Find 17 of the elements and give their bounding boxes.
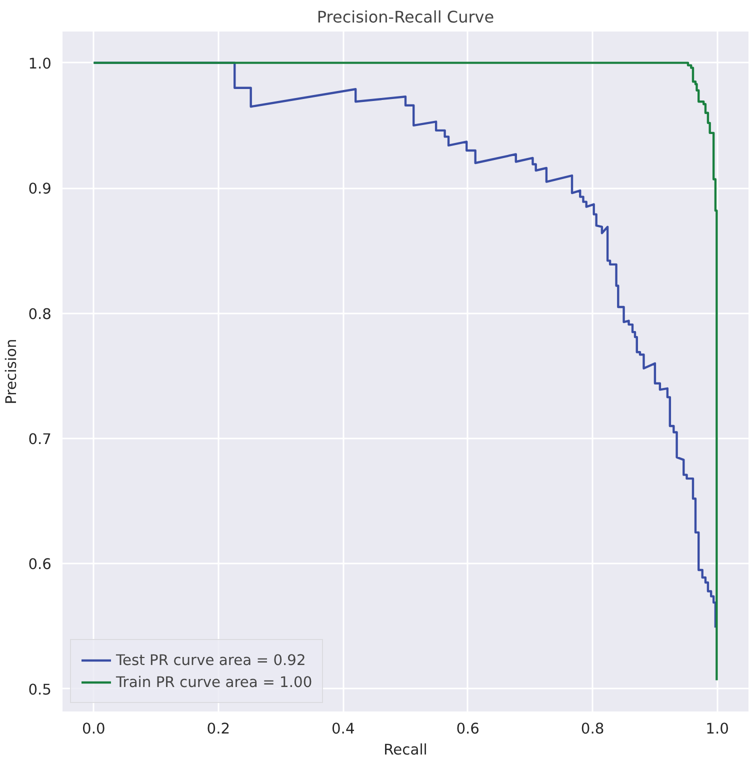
x-tick-label: 0.6 <box>456 720 480 738</box>
y-tick-label: 0.9 <box>28 180 52 198</box>
y-tick-label: 0.8 <box>28 306 52 323</box>
legend-label: Train PR curve area = 1.00 <box>116 674 312 690</box>
x-tick-label: 0.8 <box>580 720 604 738</box>
y-tick-label: 0.7 <box>28 431 52 448</box>
chart-title: Precision-Recall Curve <box>316 8 494 26</box>
y-tick-label: 0.5 <box>28 681 52 698</box>
legend-label: Test PR curve area = 0.92 <box>116 652 306 668</box>
x-axis-title: Recall <box>384 742 428 758</box>
y-tick-label: 1.0 <box>28 55 52 72</box>
x-tick-label: 0.4 <box>331 720 355 738</box>
y-axis-title: Precision <box>3 338 20 404</box>
y-tick-label: 0.6 <box>28 556 52 574</box>
x-tick-label: 1.0 <box>706 720 729 738</box>
x-tick-label: 0.0 <box>82 720 106 738</box>
x-tick-label: 0.2 <box>206 720 230 738</box>
